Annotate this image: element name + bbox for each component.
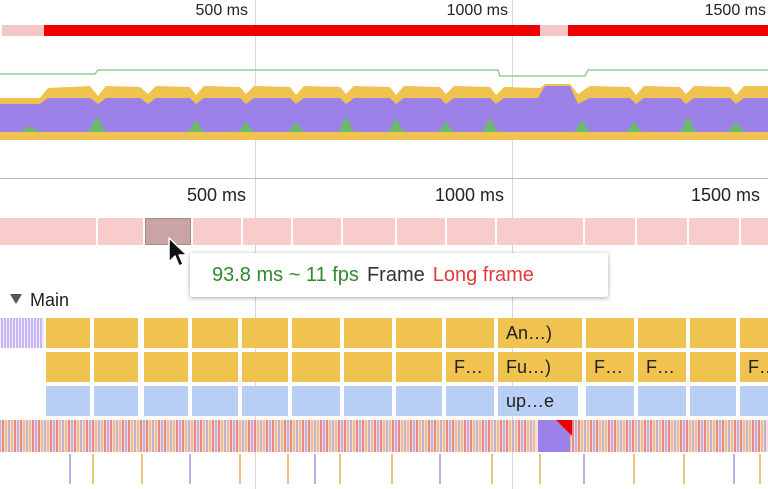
frame-bar[interactable] <box>98 218 143 245</box>
pane-divider[interactable] <box>0 178 768 179</box>
timeline-tick-label: 500 ms <box>186 185 246 205</box>
fps-segment <box>2 25 44 36</box>
cpu-activity-chart <box>0 69 768 140</box>
fps-segment <box>540 25 568 36</box>
frame-bar[interactable] <box>343 218 395 245</box>
flame-block-function[interactable]: Fu…) <box>498 352 582 382</box>
frame-bar[interactable] <box>397 218 445 245</box>
frame-bar[interactable] <box>585 218 635 245</box>
flame-block[interactable] <box>94 318 138 348</box>
flame-block[interactable] <box>292 352 340 382</box>
flame-block[interactable] <box>690 386 736 416</box>
flame-block[interactable] <box>46 318 90 348</box>
flame-block[interactable] <box>46 352 90 382</box>
flame-block-function[interactable]: F… <box>740 352 768 382</box>
frame-bar[interactable] <box>447 218 495 245</box>
flame-row-4 <box>0 420 768 452</box>
flame-block[interactable] <box>446 318 494 348</box>
flame-block-function[interactable]: F… <box>446 352 494 382</box>
timeline-tick-label: 1500 ms <box>690 185 760 205</box>
flame-row-5 <box>69 454 761 484</box>
flame-block[interactable] <box>242 318 288 348</box>
flame-block[interactable] <box>192 386 238 416</box>
flame-block-animation[interactable]: An…) <box>498 318 582 348</box>
flame-block[interactable] <box>396 352 442 382</box>
flame-block-function[interactable]: F… <box>586 352 634 382</box>
tooltip-fps: 93.8 ms ~ 11 fps <box>212 264 359 286</box>
flame-block[interactable] <box>690 318 736 348</box>
long-task-block <box>538 420 570 452</box>
frame-bar[interactable] <box>689 218 739 245</box>
frame-bar[interactable] <box>497 218 583 245</box>
fps-segment <box>568 25 768 36</box>
flame-block[interactable] <box>192 352 238 382</box>
frame-bar[interactable] <box>243 218 291 245</box>
overview-tick-label: 1000 ms <box>446 2 508 19</box>
tasks-hatch <box>0 318 44 348</box>
flame-block[interactable] <box>46 386 90 416</box>
frame-bar[interactable] <box>0 218 96 245</box>
flame-block[interactable] <box>740 318 768 348</box>
flame-block[interactable] <box>94 386 138 416</box>
frame-bar-selected[interactable] <box>145 218 191 245</box>
flame-block[interactable] <box>144 386 188 416</box>
flame-block[interactable] <box>446 386 494 416</box>
painting-area <box>20 116 744 132</box>
main-thread-title: Main <box>30 290 70 310</box>
tooltip-long-frame: Long frame <box>432 264 534 286</box>
overview-tick-label: 1500 ms <box>704 2 766 19</box>
fps-segment <box>44 25 540 36</box>
flame-block[interactable] <box>586 318 634 348</box>
frame-bar[interactable] <box>741 218 768 245</box>
triangle-down-icon[interactable] <box>10 294 22 305</box>
flame-block[interactable] <box>638 318 686 348</box>
mouse-cursor-icon <box>168 237 188 267</box>
flame-block[interactable] <box>586 386 634 416</box>
flame-block[interactable] <box>344 386 392 416</box>
flame-block[interactable] <box>396 386 442 416</box>
flame-block[interactable] <box>192 318 238 348</box>
flame-block[interactable] <box>638 386 686 416</box>
flame-block[interactable] <box>344 318 392 348</box>
flame-block[interactable] <box>396 318 442 348</box>
overview-tick-label: 500 ms <box>195 2 248 19</box>
long-task-warning-icon <box>556 420 572 436</box>
flame-block[interactable] <box>242 352 288 382</box>
flame-block[interactable] <box>344 352 392 382</box>
timeline-tick-label: 1000 ms <box>434 185 504 205</box>
flame-block[interactable] <box>144 352 188 382</box>
frame-bar[interactable] <box>293 218 341 245</box>
flame-block[interactable] <box>292 386 340 416</box>
frame-bar[interactable] <box>637 218 687 245</box>
main-thread-header[interactable]: Main <box>10 290 69 311</box>
flame-block[interactable] <box>740 386 768 416</box>
flame-block-update[interactable]: up…e <box>498 386 578 416</box>
flame-block[interactable] <box>94 352 138 382</box>
flame-block[interactable] <box>242 386 288 416</box>
flame-block[interactable] <box>292 318 340 348</box>
flame-block[interactable] <box>144 318 188 348</box>
tooltip-frame-label: Frame <box>366 264 425 286</box>
network-line <box>0 69 768 77</box>
frame-tooltip: 93.8 ms ~ 11 fps Frame Long frame <box>190 253 608 297</box>
flame-block-function[interactable]: F… <box>638 352 686 382</box>
rendering-area <box>0 86 768 132</box>
overview-pane[interactable]: 500 ms 1000 ms 1500 ms <box>0 0 768 178</box>
flame-block[interactable] <box>690 352 736 382</box>
frame-bar[interactable] <box>193 218 241 245</box>
